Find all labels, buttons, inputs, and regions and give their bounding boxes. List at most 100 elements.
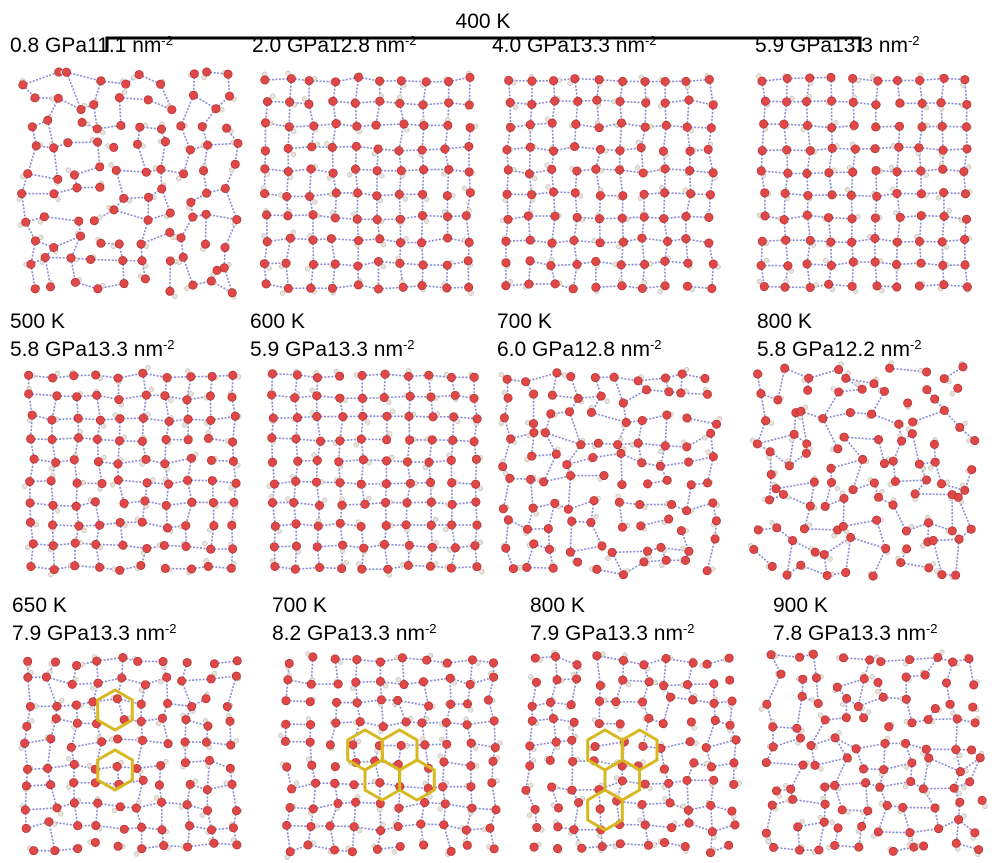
oxygen-atom — [548, 119, 556, 127]
oxygen-atom — [930, 440, 938, 448]
oxygen-atom — [331, 655, 339, 663]
oxygen-atom — [780, 120, 788, 128]
oxygen-atom — [187, 565, 195, 573]
oxygen-atom — [546, 698, 554, 706]
oxygen-atom — [465, 238, 473, 246]
oxygen-atom — [54, 175, 62, 183]
oxygen-atom — [938, 238, 946, 246]
oxygen-atom — [963, 100, 971, 108]
oxygen-atom — [852, 745, 860, 753]
oxygen-atom — [70, 371, 78, 379]
oxygen-atom — [263, 97, 271, 105]
oxygen-atom — [570, 236, 578, 244]
oxygen-atom — [444, 77, 452, 85]
oxygen-atom — [181, 758, 189, 766]
oxygen-atom — [287, 74, 295, 82]
hydrogen-bond — [621, 453, 622, 484]
hydrogen-atom — [658, 449, 663, 454]
oxygen-atom — [790, 430, 798, 438]
oxygen-atom — [31, 237, 39, 245]
hydrogen-atom — [770, 520, 775, 525]
hydrogen-bond — [54, 148, 58, 179]
oxygen-atom — [830, 841, 838, 849]
oxygen-atom — [382, 521, 390, 529]
oxygen-atom — [23, 765, 31, 773]
oxygen-atom — [420, 798, 428, 806]
oxygen-atom — [203, 141, 211, 149]
oxygen-atom — [376, 97, 384, 105]
oxygen-atom — [595, 75, 603, 83]
oxygen-atom — [313, 392, 321, 400]
oxygen-atom — [447, 478, 455, 486]
oxygen-atom — [227, 564, 235, 572]
oxygen-atom — [470, 437, 478, 445]
oxygen-atom — [205, 756, 213, 764]
oxygen-atom — [659, 681, 667, 689]
pressure: 5.9 GPa — [250, 338, 327, 361]
oxygen-atom — [706, 848, 714, 856]
hydrogen-atom — [828, 557, 833, 562]
oxygen-atom — [380, 393, 388, 401]
hydrogen-atom — [390, 409, 395, 414]
oxygen-atom — [22, 218, 30, 226]
oxygen-atom — [760, 282, 768, 290]
oxygen-atom — [159, 841, 167, 849]
oxygen-atom — [636, 500, 644, 508]
oxygen-atom — [762, 758, 770, 766]
oxygen-atom — [549, 714, 557, 722]
oxygen-atom — [726, 676, 734, 684]
oxygen-atom — [261, 76, 269, 84]
oxygen-atom — [70, 171, 78, 179]
oxygen-atom — [859, 765, 867, 773]
oxygen-atom — [329, 97, 337, 105]
oxygen-atom — [156, 761, 164, 769]
oxygen-atom — [397, 167, 405, 175]
oxygen-atom — [971, 829, 979, 837]
oxygen-atom — [811, 548, 819, 556]
oxygen-atom — [551, 97, 559, 105]
oxygen-atom — [568, 757, 576, 765]
oxygen-atom — [874, 828, 882, 836]
hydrogen-bond — [225, 188, 236, 219]
hydrogen-atom — [706, 450, 711, 455]
oxygen-atom — [328, 143, 336, 151]
hydrogen-atom — [528, 675, 533, 680]
hydrogen-atom — [479, 569, 484, 574]
oxygen-atom — [313, 412, 321, 420]
oxygen-atom — [419, 261, 427, 269]
oxygen-atom — [866, 656, 874, 664]
oxygen-atom — [683, 123, 691, 131]
oxygen-atom — [418, 281, 426, 289]
oxygen-atom — [359, 455, 367, 463]
oxygen-atom — [292, 542, 300, 550]
hydrogen-bond — [114, 210, 148, 220]
exponent: -2 — [650, 337, 662, 352]
oxygen-atom — [803, 211, 811, 219]
oxygen-atom — [466, 680, 474, 688]
oxygen-atom — [24, 673, 32, 681]
oxygen-atom — [158, 714, 166, 722]
oxygen-atom — [438, 783, 446, 791]
oxygen-atom — [710, 699, 718, 707]
oxygen-atom — [471, 480, 479, 488]
oxygen-atom — [46, 283, 54, 291]
exponent: -2 — [165, 621, 177, 636]
exponent: -2 — [683, 621, 695, 636]
oxygen-atom — [120, 499, 128, 507]
oxygen-atom — [895, 143, 903, 151]
hydrogen-bond — [878, 832, 910, 833]
oxygen-atom — [138, 257, 146, 265]
oxygen-atom — [554, 804, 562, 812]
oxygen-atom — [521, 378, 529, 386]
oxygen-atom — [189, 213, 197, 221]
oxygen-atom — [441, 800, 449, 808]
oxygen-atom — [640, 558, 648, 566]
oxygen-atom — [806, 502, 814, 510]
hydrogen-bond — [570, 412, 581, 445]
oxygen-atom — [849, 98, 857, 106]
oxygen-atom — [683, 282, 691, 290]
oxygen-atom — [50, 144, 58, 152]
oxygen-atom — [871, 144, 879, 152]
hydrogen-atom — [855, 381, 860, 386]
hydrogen-bond — [757, 434, 794, 444]
